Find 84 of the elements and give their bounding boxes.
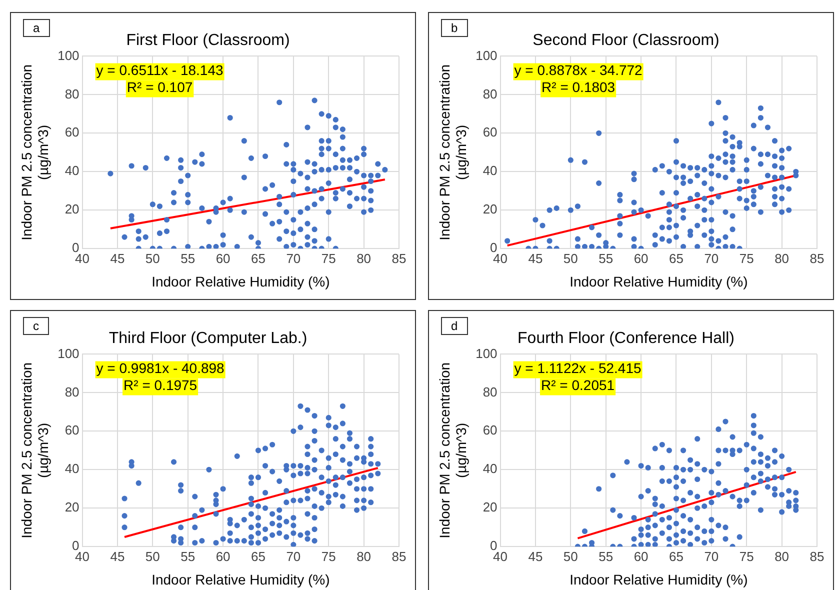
chart-title: First Floor (Classroom) (126, 32, 290, 50)
y-tick-label: 100 (476, 48, 498, 63)
x-tick-label: 50 (563, 250, 578, 266)
x-tick-label: 50 (145, 250, 160, 266)
text: a (23, 19, 50, 37)
x-tick-label: 85 (392, 250, 406, 266)
x-tick-label: 65 (669, 548, 684, 564)
y-tick-label: 20 (64, 202, 80, 217)
x-tick-label: 80 (774, 548, 790, 564)
y-tick-label: 40 (64, 461, 80, 476)
y-tick-label: 80 (64, 86, 80, 102)
y-tick-label: 60 (482, 422, 498, 438)
y-tick-label: 100 (58, 346, 80, 361)
x-axis-title: Indoor Relative Humidity (%) (152, 273, 330, 290)
y-tick-label: 40 (482, 163, 498, 178)
annotation: R² = 0.1803 (542, 79, 616, 96)
x-tick-label: 55 (598, 250, 614, 266)
x-tick-label: 80 (356, 548, 372, 564)
annotation: y = 0.6511x - 18.143 (96, 62, 224, 78)
x-tick-label: 60 (216, 250, 230, 266)
y-axis-title: Indoor PM 2.5 concentration (µg/m^3) (18, 64, 52, 240)
x-tick-label: 75 (739, 548, 754, 564)
y-tick-label: 0 (72, 240, 80, 256)
y-tick-label: 80 (64, 384, 80, 400)
x-tick-label: 85 (392, 548, 406, 564)
x-tick-label: 70 (286, 250, 301, 266)
x-tick-label: 75 (739, 250, 754, 266)
text: b (441, 19, 468, 37)
x-axis-title: Indoor Relative Humidity (%) (152, 571, 330, 588)
annotation: y = 0.9981x - 40.898 (96, 360, 225, 376)
x-tick-label: 75 (321, 548, 336, 564)
x-tick-label: 65 (251, 250, 266, 266)
y-tick-label: 80 (482, 384, 498, 400)
x-tick-label: 45 (528, 548, 543, 564)
y-tick-label: 40 (482, 461, 498, 476)
x-tick-label: 55 (598, 548, 614, 564)
annotation: y = 1.1122x - 52.415 (514, 360, 642, 376)
x-tick-label: 75 (321, 250, 336, 266)
x-tick-label: 65 (251, 548, 266, 564)
y-tick-label: 60 (64, 124, 80, 140)
y-tick-label: 20 (482, 500, 498, 515)
y-tick-label: 60 (64, 422, 80, 438)
chart-title: Third Floor (Computer Lab.) (108, 330, 308, 348)
y-tick-label: 100 (58, 48, 80, 63)
annotation: R² = 0.107 (126, 79, 193, 96)
y-axis-title: Indoor PM 2.5 concentration (µg/m^3) (436, 362, 470, 538)
y-tick-label: 40 (64, 163, 80, 178)
text: d (441, 317, 468, 335)
x-tick-label: 60 (216, 548, 230, 564)
x-tick-label: 50 (145, 548, 160, 564)
y-tick-label: 0 (490, 538, 498, 554)
x-tick-label: 85 (810, 250, 824, 266)
x-tick-label: 55 (180, 250, 196, 266)
text: c (23, 317, 49, 335)
y-axis-title: Indoor PM 2.5 concentration (µg/m^3) (436, 64, 470, 240)
y-tick-label: 0 (72, 538, 80, 554)
y-tick-label: 80 (482, 86, 498, 102)
x-tick-label: 45 (110, 250, 125, 266)
y-axis-title: Indoor PM 2.5 concentration (µg/m^3) (18, 362, 52, 538)
x-tick-label: 85 (810, 548, 824, 564)
annotation: R² = 0.2051 (541, 377, 615, 394)
y-tick-label: 0 (490, 240, 498, 256)
chart-title: Fourth Floor (Conference Hall) (518, 330, 734, 348)
x-tick-label: 80 (774, 250, 790, 266)
x-tick-label: 70 (286, 548, 301, 564)
x-tick-label: 60 (634, 548, 648, 564)
y-tick-label: 60 (482, 124, 498, 140)
chart-title: Second Floor (Classroom) (532, 32, 720, 50)
x-tick-label: 55 (180, 548, 196, 564)
y-tick-label: 20 (64, 500, 80, 515)
x-axis-title: Indoor Relative Humidity (%) (570, 571, 748, 588)
annotation: R² = 0.1975 (124, 377, 198, 394)
x-tick-label: 45 (110, 548, 125, 564)
x-tick-label: 65 (669, 250, 684, 266)
x-tick-label: 70 (704, 548, 719, 564)
x-tick-label: 80 (356, 250, 372, 266)
x-tick-label: 45 (528, 250, 543, 266)
x-tick-label: 70 (704, 250, 719, 266)
y-tick-label: 100 (476, 346, 498, 361)
x-tick-label: 60 (634, 250, 648, 266)
x-axis-title: Indoor Relative Humidity (%) (570, 273, 748, 290)
y-tick-label: 20 (482, 202, 498, 217)
x-tick-label: 50 (563, 548, 578, 564)
annotation: y = 0.8878x - 34.772 (514, 62, 643, 78)
